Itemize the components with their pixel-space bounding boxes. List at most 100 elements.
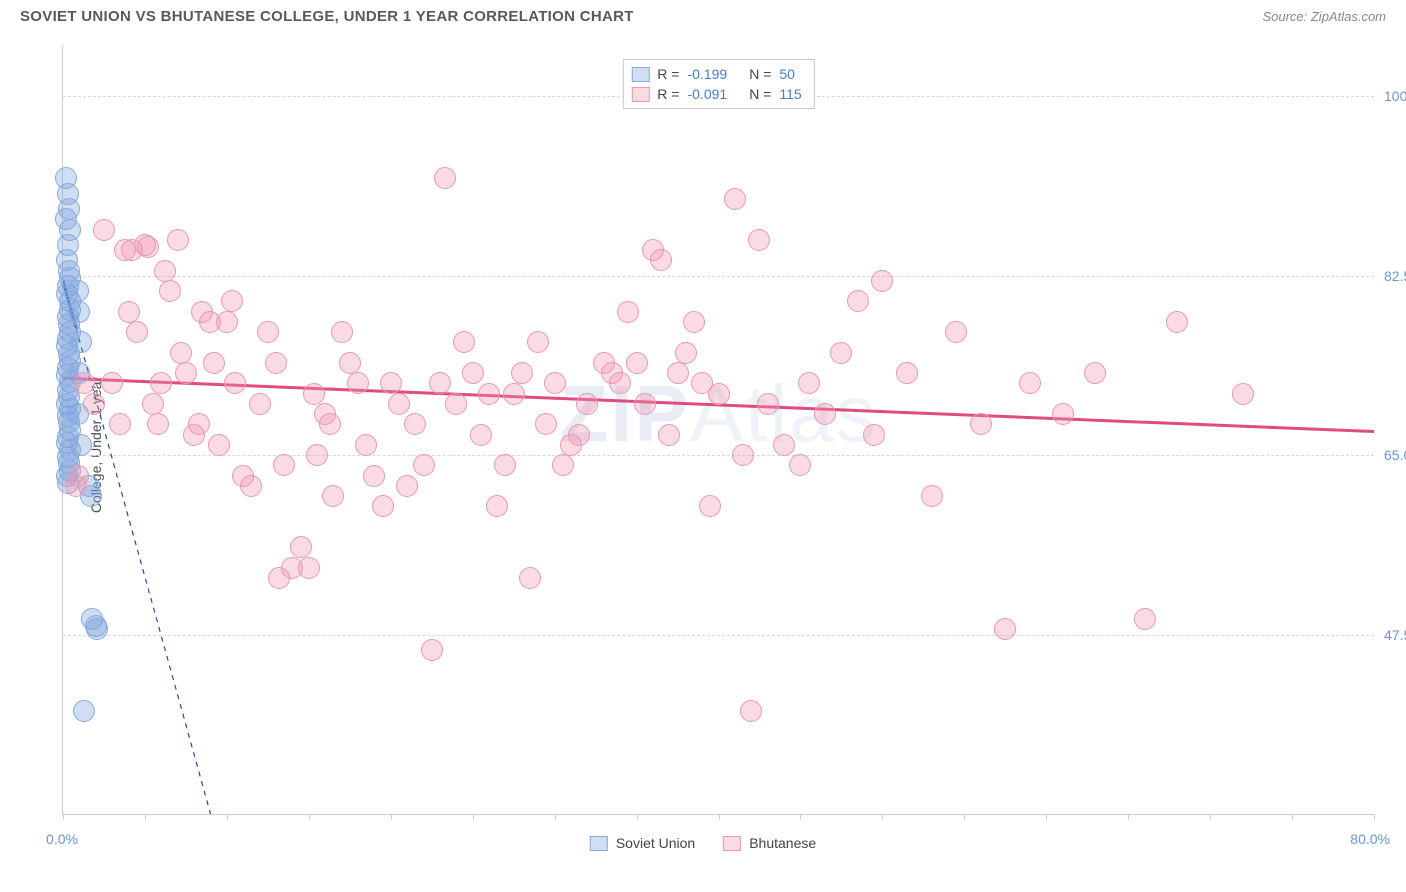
point-bhutanese <box>421 639 443 661</box>
point-bhutanese <box>470 424 492 446</box>
point-bhutanese <box>552 454 574 476</box>
point-bhutanese <box>224 372 246 394</box>
x-tick <box>555 814 556 820</box>
point-bhutanese <box>445 393 467 415</box>
point-bhutanese <box>1166 311 1188 333</box>
x-tick <box>63 814 64 820</box>
point-bhutanese <box>511 362 533 384</box>
point-bhutanese <box>290 536 312 558</box>
point-bhutanese <box>650 249 672 271</box>
n-value-bhutanese: 115 <box>779 86 801 102</box>
point-bhutanese <box>93 219 115 241</box>
series-name-soviet: Soviet Union <box>616 835 695 851</box>
point-bhutanese <box>1084 362 1106 384</box>
point-bhutanese <box>871 270 893 292</box>
point-bhutanese <box>434 167 456 189</box>
x-axis-min-label: 0.0% <box>46 831 78 847</box>
point-bhutanese <box>126 321 148 343</box>
point-bhutanese <box>170 342 192 364</box>
point-bhutanese <box>1134 608 1156 630</box>
point-bhutanese <box>257 321 279 343</box>
point-bhutanese <box>683 311 705 333</box>
point-bhutanese <box>544 372 566 394</box>
point-bhutanese <box>339 352 361 374</box>
legend-item-soviet: Soviet Union <box>590 835 695 851</box>
point-bhutanese <box>355 434 377 456</box>
chart-area: College, Under 1 year ZIPAtlas R = -0.19… <box>20 35 1386 855</box>
legend-series: Soviet Union Bhutanese <box>590 835 816 851</box>
point-bhutanese <box>1052 403 1074 425</box>
point-bhutanese <box>221 290 243 312</box>
n-label: N = <box>749 66 771 82</box>
x-tick <box>473 814 474 820</box>
x-tick <box>145 814 146 820</box>
point-bhutanese <box>331 321 353 343</box>
x-tick <box>637 814 638 820</box>
point-bhutanese <box>478 383 500 405</box>
point-bhutanese <box>667 362 689 384</box>
point-bhutanese <box>322 485 344 507</box>
point-bhutanese <box>154 260 176 282</box>
point-bhutanese <box>319 413 341 435</box>
point-bhutanese <box>527 331 549 353</box>
point-bhutanese <box>576 393 598 415</box>
point-bhutanese <box>773 434 795 456</box>
legend-item-bhutanese: Bhutanese <box>723 835 816 851</box>
point-bhutanese <box>147 413 169 435</box>
swatch-bhutanese <box>723 836 741 851</box>
point-bhutanese <box>203 352 225 374</box>
swatch-soviet <box>590 836 608 851</box>
point-bhutanese <box>159 280 181 302</box>
point-bhutanese <box>429 372 451 394</box>
point-bhutanese <box>519 567 541 589</box>
r-label: R = <box>657 86 679 102</box>
point-bhutanese <box>101 372 123 394</box>
swatch-soviet <box>631 67 649 82</box>
chart-title: SOVIET UNION VS BHUTANESE COLLEGE, UNDER… <box>20 8 634 25</box>
point-bhutanese <box>380 372 402 394</box>
point-bhutanese <box>699 495 721 517</box>
point-bhutanese <box>675 342 697 364</box>
point-bhutanese <box>945 321 967 343</box>
point-soviet <box>86 618 108 640</box>
point-bhutanese <box>486 495 508 517</box>
series-name-bhutanese: Bhutanese <box>749 835 816 851</box>
x-tick <box>719 814 720 820</box>
point-bhutanese <box>634 393 656 415</box>
point-bhutanese <box>626 352 648 374</box>
point-bhutanese <box>65 475 87 497</box>
point-bhutanese <box>921 485 943 507</box>
point-bhutanese <box>748 229 770 251</box>
x-tick <box>1374 814 1375 820</box>
point-bhutanese <box>73 372 95 394</box>
point-bhutanese <box>896 362 918 384</box>
x-tick <box>964 814 965 820</box>
r-value-soviet: -0.199 <box>687 66 727 82</box>
point-bhutanese <box>388 393 410 415</box>
point-bhutanese <box>109 413 131 435</box>
point-bhutanese <box>609 372 631 394</box>
point-bhutanese <box>708 383 730 405</box>
point-bhutanese <box>150 372 172 394</box>
point-bhutanese <box>142 393 164 415</box>
x-tick <box>391 814 392 820</box>
point-soviet <box>73 700 95 722</box>
y-tick-label: 100.0% <box>1378 88 1406 104</box>
point-soviet <box>68 301 90 323</box>
point-bhutanese <box>617 301 639 323</box>
point-bhutanese <box>863 424 885 446</box>
r-label: R = <box>657 66 679 82</box>
point-bhutanese <box>404 413 426 435</box>
point-bhutanese <box>503 383 525 405</box>
legend-row-bhutanese: R = -0.091 N = 115 <box>631 84 801 104</box>
point-bhutanese <box>188 413 210 435</box>
point-bhutanese <box>167 229 189 251</box>
x-tick <box>1292 814 1293 820</box>
point-bhutanese <box>265 352 287 374</box>
point-bhutanese <box>1232 383 1254 405</box>
point-bhutanese <box>740 700 762 722</box>
point-bhutanese <box>994 618 1016 640</box>
y-tick-label: 82.5% <box>1378 268 1406 284</box>
point-bhutanese <box>658 424 680 446</box>
point-bhutanese <box>1019 372 1041 394</box>
